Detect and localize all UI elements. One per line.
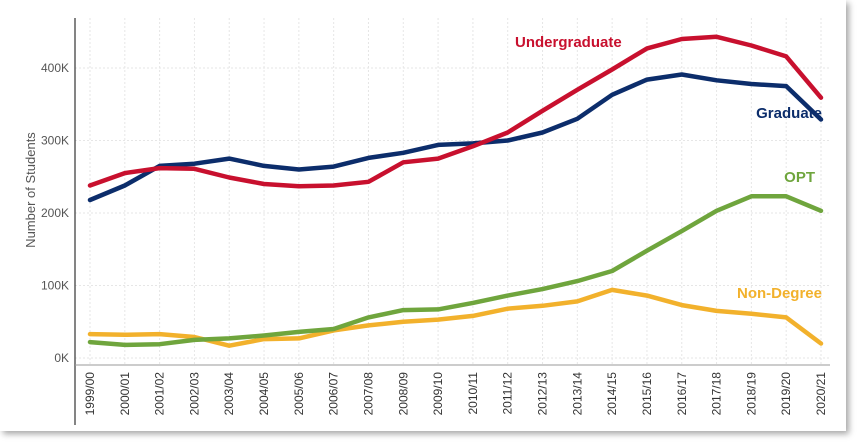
series-line-graduate (87, 72, 824, 203)
x-tick-label: 2014/15 (605, 372, 619, 416)
y-tick-label: 100K (41, 279, 69, 293)
x-tick-label: 2000/01 (118, 372, 132, 416)
x-tick-label: 2003/04 (222, 372, 236, 416)
x-tick-labels: 1999/00 2000/01 2001/02 2002/03 2003/04 2004/… (83, 372, 828, 416)
x-tick-label: 2010/11 (466, 372, 480, 415)
x-tick-label: 2008/09 (396, 372, 410, 416)
x-tick-label: 2009/10 (431, 372, 445, 416)
series-label-graduate: Graduate (756, 105, 822, 122)
series-line-non-degree (87, 287, 824, 348)
y-tick-label: 0K (54, 351, 69, 365)
x-tick-label: 2013/14 (570, 372, 584, 416)
y-tick-label: 400K (41, 61, 69, 75)
chart-frame: 0K 100K 200K 300K 400K 1999/00 2000/01 2001/02… (23, 18, 830, 425)
x-tick-label: 2005/06 (292, 372, 306, 416)
series-label-opt: OPT (784, 169, 815, 186)
series-label-non-degree: Non-Degree (737, 285, 822, 302)
series-line-opt (87, 194, 824, 348)
x-tick-label: 2001/02 (153, 372, 167, 416)
series-labels: Undergraduate Graduate OPT Non-Degree (515, 34, 822, 302)
x-tick-label: 2017/18 (710, 372, 724, 416)
y-tick-label: 300K (41, 134, 69, 148)
axes (74, 18, 830, 425)
y-tick-labels: 0K 100K 200K 300K 400K (41, 61, 69, 365)
series-line-undergraduate (87, 34, 824, 189)
series-lines (87, 34, 824, 348)
y-axis-label: Number of Students (23, 132, 38, 248)
x-tick-label: 2016/17 (675, 372, 689, 416)
x-tick-label: 1999/00 (83, 372, 97, 416)
y-tick-label: 200K (41, 206, 69, 220)
x-tick-label: 2011/12 (501, 372, 515, 415)
series-label-undergraduate: Undergraduate (515, 34, 622, 51)
x-tick-label: 2020/21 (814, 372, 828, 416)
x-tick-label: 2019/20 (779, 372, 793, 416)
x-tick-label: 2004/05 (257, 372, 271, 416)
x-tick-label: 2007/08 (361, 372, 375, 416)
line-chart: 0K 100K 200K 300K 400K 1999/00 2000/01 2001/02… (23, 18, 830, 425)
x-tick-label: 2012/13 (536, 372, 550, 416)
x-tick-label: 2015/16 (640, 372, 654, 416)
x-tick-label: 2018/19 (744, 372, 758, 416)
x-tick-label: 2002/03 (187, 372, 201, 416)
x-tick-label: 2006/07 (327, 372, 341, 416)
